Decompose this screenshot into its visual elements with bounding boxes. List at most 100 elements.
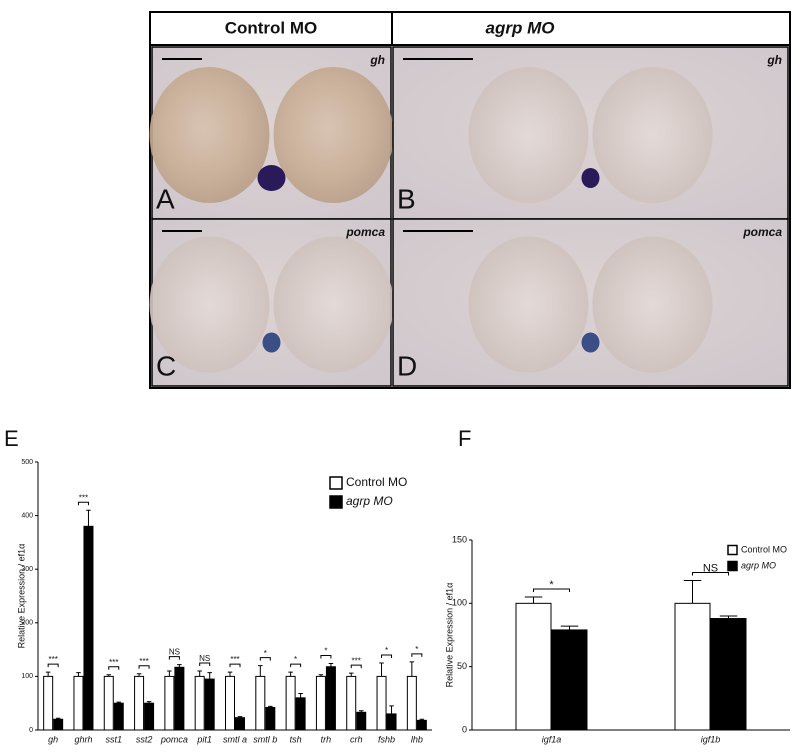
panel-label: E (4, 426, 19, 451)
y-tick-label: 300 (21, 566, 33, 573)
bar (225, 675, 235, 731)
x-tick-label: fshb (378, 734, 395, 744)
micrograph (392, 218, 789, 387)
error-bar (328, 663, 334, 667)
y-tick-label: 200 (21, 620, 33, 627)
bar (255, 675, 266, 731)
error-bar (389, 705, 394, 714)
x-tick-label: pomca (160, 734, 188, 744)
bar (73, 675, 84, 731)
error-bar (146, 701, 152, 704)
bar (356, 711, 367, 731)
eye (149, 236, 270, 373)
error-bar (86, 509, 91, 527)
legend-swatch (727, 544, 738, 556)
bar (204, 678, 215, 731)
eye (592, 67, 713, 203)
x-tick-label: gh (48, 734, 58, 744)
significance-label: * (549, 579, 554, 591)
error-bar (288, 671, 293, 677)
x-tick-label: ghrh (74, 734, 92, 744)
error-bar (76, 672, 81, 677)
bar (674, 602, 711, 731)
header-right: agrp MO (486, 18, 555, 37)
significance-label: *** (109, 658, 118, 667)
y-tick-label: 100 (452, 598, 467, 608)
x-tick-label: igf1a (542, 734, 562, 744)
significance-label: *** (139, 657, 148, 666)
x-tick-label: tsh (290, 734, 302, 744)
bar (406, 675, 417, 731)
stain (257, 165, 286, 191)
y-tick-label: 150 (452, 534, 467, 544)
significance-bracket (138, 665, 150, 669)
bar (515, 602, 552, 731)
error-bar (358, 710, 364, 713)
eye (273, 236, 394, 373)
significance-label: *** (230, 655, 239, 664)
x-tick-label: trh (321, 734, 332, 744)
significance-label: *** (352, 656, 361, 665)
error-bar (348, 672, 354, 677)
panel-letter: A (156, 183, 175, 214)
y-axis-label: Relative Expression / ef1α (16, 544, 26, 649)
bar (346, 675, 357, 731)
significance-bracket (47, 663, 59, 668)
eye (468, 236, 589, 373)
error-bar (298, 693, 303, 698)
x-tick-label: pit1 (196, 734, 212, 744)
bar (416, 719, 427, 731)
y-tick-label: 400 (21, 512, 33, 519)
significance-label: NS (199, 654, 210, 663)
panel-letter: C (156, 350, 176, 381)
bar (164, 675, 175, 731)
error-bar (560, 625, 579, 630)
x-tick-label: sst1 (106, 734, 123, 744)
y-tick-label: 50 (457, 661, 467, 671)
significance-bracket (199, 662, 211, 667)
bar (134, 675, 145, 731)
significance-label: NS (703, 562, 718, 574)
bar (235, 717, 245, 731)
stain (262, 332, 281, 353)
panel-letter: D (397, 350, 417, 381)
significance-label: * (385, 646, 388, 655)
legend-label: agrp MO (346, 494, 393, 508)
significance-label: *** (48, 655, 57, 664)
error-bar (683, 580, 702, 604)
legend-swatch (329, 495, 343, 509)
bar (710, 618, 747, 731)
legend-swatch (329, 476, 343, 490)
significance-bracket (229, 663, 241, 668)
significance-bracket (108, 666, 120, 670)
legend-swatch (727, 560, 738, 572)
bar (285, 675, 296, 731)
error-bar (237, 716, 243, 718)
x-tick-label: lhb (411, 734, 423, 744)
legend-label: Control MO (346, 475, 407, 489)
panel-label: F (458, 426, 471, 451)
significance-bracket (168, 656, 180, 660)
x-tick-label: sst2 (136, 734, 153, 744)
gene-label: gh (369, 53, 385, 67)
x-tick-label: smtl b (253, 734, 277, 744)
legend-label: Control MO (741, 544, 787, 554)
significance-label: * (264, 649, 267, 658)
bar (83, 525, 94, 731)
micrograph (392, 46, 789, 220)
bar (113, 702, 124, 731)
error-bar (167, 670, 172, 677)
eye (273, 67, 394, 203)
x-tick-label: crh (350, 734, 363, 744)
significance-label: NS (169, 648, 180, 657)
significance-bracket (533, 588, 570, 592)
error-bar (258, 665, 263, 677)
header-left: Control MO (225, 18, 318, 37)
significance-bracket (381, 654, 393, 658)
error-bar (136, 673, 142, 677)
x-tick-label: igf1b (701, 734, 721, 744)
bar (53, 718, 64, 731)
bar (174, 666, 185, 731)
